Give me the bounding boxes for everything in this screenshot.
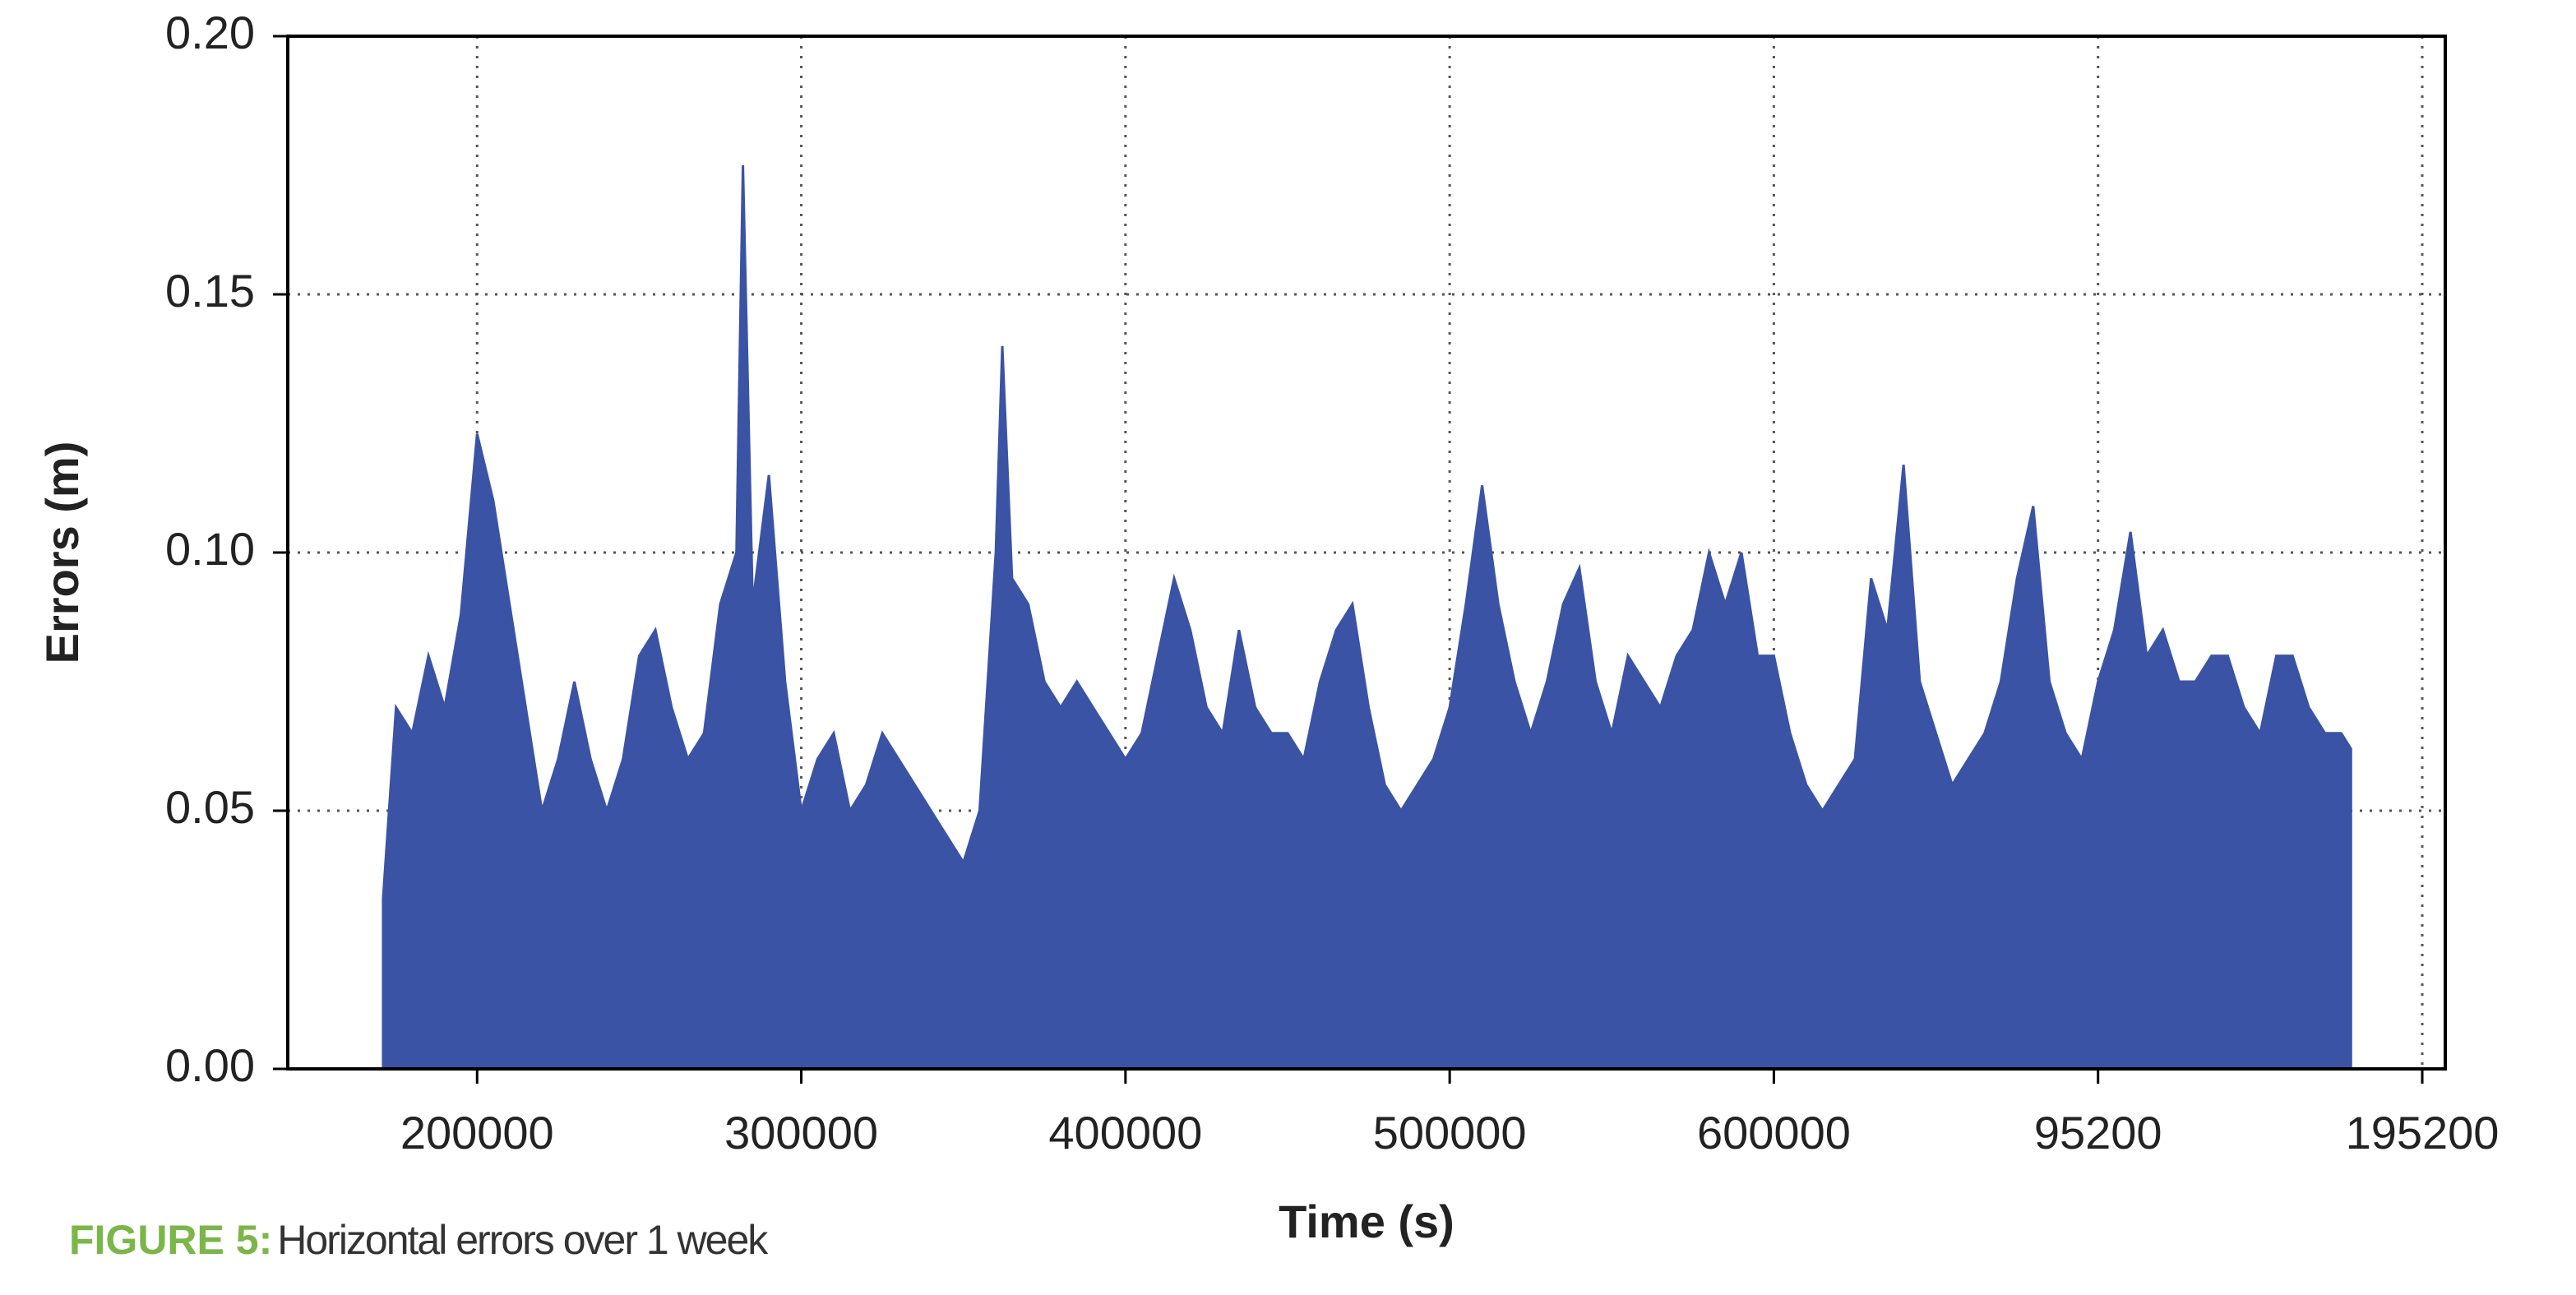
caption: FIGURE 5: Horizontal errors over 1 week: [69, 1217, 769, 1263]
x-tick-label: 195200: [2346, 1107, 2500, 1159]
plot-frame: [286, 35, 2447, 1071]
y-axis-title: Errors (m): [36, 442, 88, 664]
x-tick-label: 600000: [1697, 1107, 1851, 1159]
x-axis-title: Time (s): [1279, 1196, 1454, 1247]
x-tick-label: 95200: [2034, 1107, 2162, 1159]
x-tick-label: 500000: [1373, 1107, 1527, 1159]
error-area: [382, 164, 2352, 1071]
caption-label: FIGURE 5:: [69, 1217, 272, 1263]
y-tick-label: 0.00: [165, 1039, 255, 1091]
x-tick-label: 300000: [724, 1107, 878, 1159]
y-tick-label: 0.20: [165, 7, 255, 58]
caption-text: Horizontal errors over 1 week: [277, 1217, 769, 1263]
x-tick-label: 400000: [1048, 1107, 1202, 1159]
y-tick-label: 0.10: [165, 523, 255, 575]
y-tick-label: 0.05: [165, 781, 255, 833]
y-tick-label: 0.15: [165, 265, 255, 317]
x-tick-label: 200000: [400, 1107, 554, 1159]
